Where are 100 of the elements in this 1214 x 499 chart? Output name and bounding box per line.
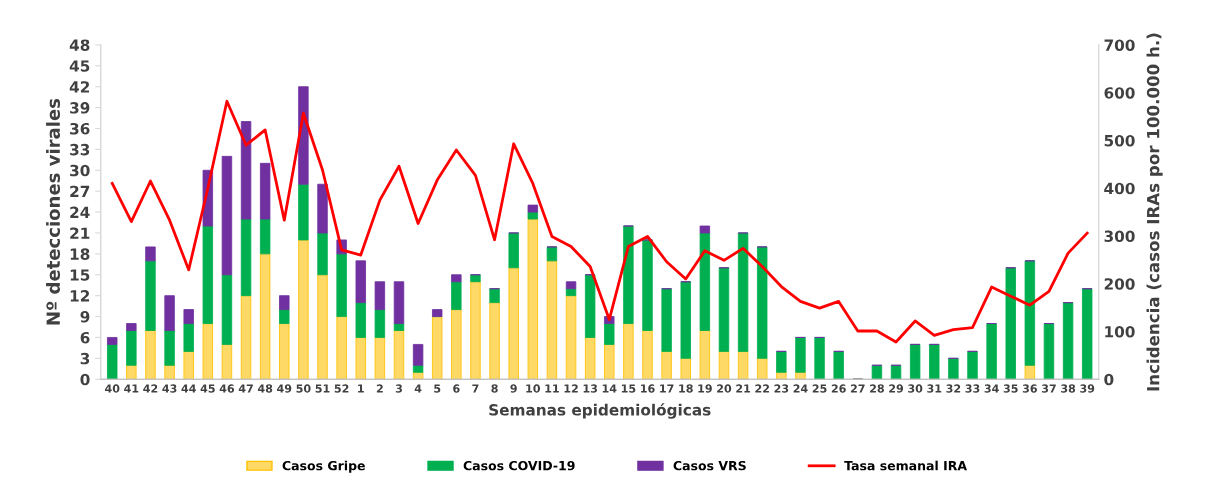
bar	[967, 350, 978, 380]
y-tick-label: 36	[70, 122, 90, 135]
bar	[737, 232, 749, 352]
y-tick-label: 45	[69, 60, 90, 72]
y2-tick-label: 200	[1104, 278, 1135, 290]
bar	[374, 309, 386, 338]
bar	[126, 364, 137, 380]
x-tick-label: 16	[641, 384, 655, 393]
bar	[145, 260, 156, 331]
bar	[546, 246, 558, 262]
bar	[279, 309, 290, 324]
y-tick-label: 21	[70, 227, 90, 239]
bar	[871, 364, 883, 380]
y-tick-label: 33	[70, 143, 90, 156]
bar	[432, 316, 443, 380]
bar	[336, 316, 347, 380]
bar	[221, 343, 233, 380]
bar	[259, 253, 271, 380]
bar	[221, 274, 233, 345]
x-tick-label: 12	[564, 384, 578, 393]
bar	[527, 211, 539, 220]
x-tick-label: 49	[277, 384, 292, 393]
bar	[642, 239, 653, 331]
bar	[776, 350, 787, 373]
x-tick-label: 51	[315, 384, 330, 393]
bar	[259, 218, 271, 255]
y2-tick-label: 600	[1104, 87, 1135, 99]
x-tick-label: 50	[296, 384, 311, 393]
y-tick-label: 15	[70, 269, 90, 281]
bar	[814, 337, 825, 380]
x-tick-label: 7	[472, 384, 479, 393]
x-tick-label: 36	[1022, 384, 1037, 393]
bar	[298, 239, 309, 380]
bar	[489, 302, 500, 380]
bar	[661, 288, 672, 352]
x-tick-label: 5	[434, 384, 441, 393]
bar	[432, 309, 443, 317]
bar	[1005, 267, 1016, 380]
x-tick-label: 17	[660, 384, 674, 393]
x-tick-label: 47	[238, 384, 253, 393]
x-tick-label: 29	[889, 384, 904, 393]
x-tick-label: 2	[376, 384, 383, 393]
x-tick-label: 18	[679, 384, 693, 393]
x-tick-label: 38	[1061, 384, 1076, 393]
x-tick-label: 21	[736, 384, 751, 393]
bar	[451, 281, 462, 311]
x-tick-label: 25	[812, 384, 827, 393]
bar	[1024, 364, 1036, 380]
y-tick-label: 27	[70, 185, 90, 197]
bar	[527, 218, 539, 380]
bar	[317, 183, 328, 234]
y2-tick-label: 100	[1105, 325, 1135, 338]
bar	[393, 330, 405, 380]
bar	[909, 343, 921, 380]
x-tick-label: 34	[984, 384, 999, 393]
bar	[565, 281, 577, 290]
y2-tick-label: 300	[1104, 230, 1135, 242]
bar	[279, 295, 290, 311]
bar	[833, 350, 844, 380]
bar	[240, 295, 252, 380]
bar	[183, 309, 194, 324]
bar	[145, 330, 156, 380]
bar	[699, 232, 711, 331]
bar	[451, 274, 462, 283]
bar	[374, 281, 386, 311]
x-tick-label: 9	[510, 384, 517, 393]
bar	[336, 253, 347, 317]
bar	[374, 337, 386, 380]
bar	[240, 121, 252, 220]
x-tick-label: 31	[927, 384, 942, 393]
x-tick-label: 13	[583, 384, 597, 393]
x-tick-label: 40	[105, 384, 120, 393]
legend-label: Casos Gripe	[282, 460, 365, 473]
bar	[680, 357, 691, 380]
bar	[546, 260, 558, 380]
line-series	[110, 99, 1089, 344]
x-tick-label: 42	[143, 384, 158, 393]
bar	[107, 337, 118, 345]
bar	[317, 274, 328, 380]
y2-tick-label: 700	[1104, 39, 1135, 51]
bar	[642, 330, 653, 380]
legend-label: Tasa semanal IRA	[844, 460, 967, 471]
bar	[1043, 323, 1055, 380]
legend-label: Casos VRS	[673, 460, 746, 471]
bar	[317, 232, 328, 276]
x-tick-label: 11	[545, 384, 559, 393]
bar	[584, 274, 596, 338]
bar	[757, 246, 768, 359]
y-axis-title: Nº detecciones virales	[46, 98, 61, 325]
x-tick-label: 46	[219, 384, 235, 393]
bar	[451, 309, 462, 380]
bar	[164, 295, 175, 331]
bar	[508, 267, 519, 380]
bar	[929, 343, 940, 380]
bar	[795, 337, 806, 373]
x-tick-label: 41	[124, 384, 139, 393]
bar	[623, 225, 634, 324]
bar	[604, 323, 615, 345]
x-tick-label: 19	[698, 384, 712, 393]
bar	[355, 337, 366, 380]
